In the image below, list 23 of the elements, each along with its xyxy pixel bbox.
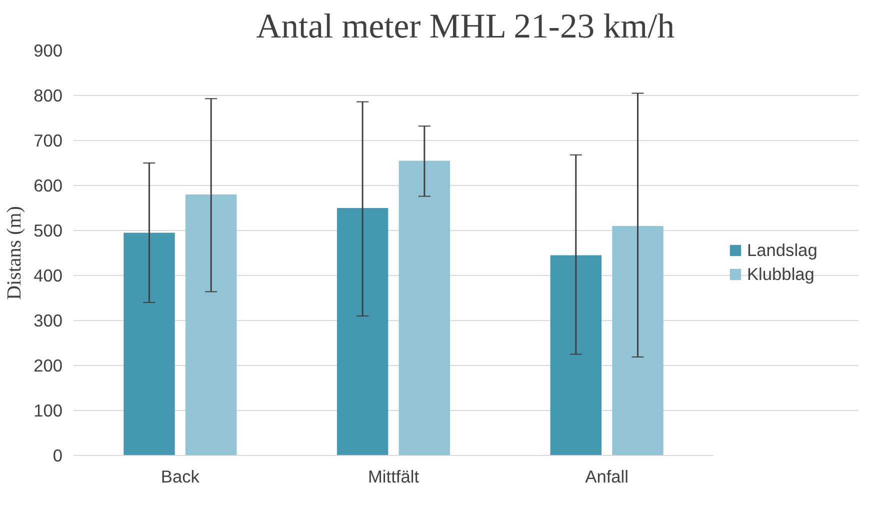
bar — [612, 226, 664, 456]
y-tick-label: 800 — [34, 86, 63, 106]
y-tick-label: 100 — [34, 400, 63, 420]
bar — [550, 255, 602, 456]
legend-label: Landslag — [747, 240, 818, 261]
y-tick-label: 400 — [34, 266, 63, 286]
legend-label: Klubblag — [747, 264, 814, 285]
y-tick-label: 600 — [34, 176, 63, 196]
y-tick-label: 500 — [34, 220, 63, 240]
bar — [186, 194, 237, 456]
x-tick-label: Mittfält — [368, 466, 420, 486]
x-tick-label: Anfall — [585, 466, 629, 486]
y-axis-title: Distans (m) — [4, 206, 26, 300]
y-tick-label: 300 — [34, 310, 63, 330]
y-tick-label: 0 — [52, 446, 63, 466]
y-tick-label: 700 — [34, 130, 63, 150]
y-tick-label: 200 — [34, 356, 63, 376]
y-tick-label: 900 — [34, 40, 63, 60]
bar — [336, 208, 388, 456]
bar — [398, 160, 450, 456]
chart-title: Antal meter MHL 21-23 km/h — [256, 8, 675, 46]
bar — [124, 232, 175, 456]
x-tick-label: Back — [160, 466, 200, 486]
